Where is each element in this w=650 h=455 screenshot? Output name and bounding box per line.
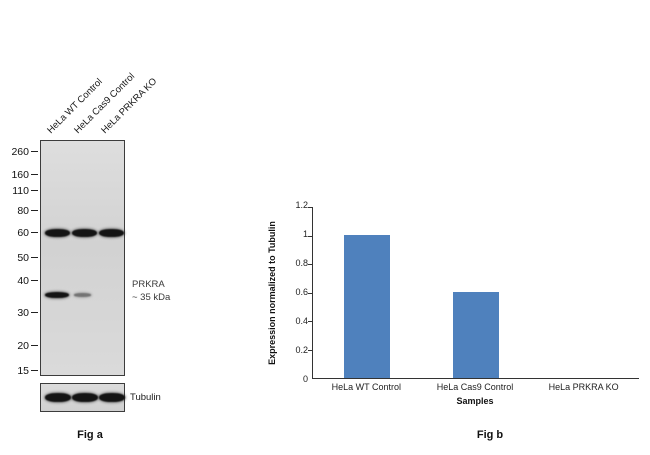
mw-tick-icon: [31, 209, 38, 212]
band-tubulin-lane2: [72, 393, 98, 402]
mw-tick-icon: [31, 173, 38, 176]
mw-tick-icon: [31, 189, 38, 192]
mw-marker-60: 60: [6, 226, 38, 239]
target-protein-label: PRKRA: [132, 279, 165, 290]
mw-value: 60: [17, 226, 29, 239]
mw-value: 110: [12, 184, 29, 197]
bar-hela-cas9-control: [453, 292, 499, 378]
y-tick-mark: [308, 321, 313, 322]
mw-value: 40: [17, 274, 29, 287]
bar-hela-wt-control: [344, 235, 390, 378]
mw-marker-50: 50: [6, 251, 38, 264]
band-prkra-lane1: [45, 292, 69, 298]
mw-marker-15: 15: [6, 364, 38, 377]
mw-tick-icon: [31, 279, 38, 282]
mw-marker-40: 40: [6, 274, 38, 287]
y-tick-label: 1.2: [295, 200, 308, 210]
y-tick-mark: [308, 236, 313, 237]
mw-value: 160: [11, 168, 29, 181]
y-axis-tick-labels: 1.2 1 0.8 0.6 0.4 0.2 0: [284, 201, 308, 384]
loading-control-label: Tubulin: [130, 392, 161, 403]
y-tick-label: 0.6: [295, 287, 308, 297]
y-tick-label: 0.8: [295, 258, 308, 268]
y-tick-mark: [308, 207, 313, 208]
mw-tick-icon: [31, 311, 38, 314]
blot-panel: [40, 140, 125, 376]
mw-marker-20: 20: [6, 339, 38, 352]
mw-value: 15: [17, 364, 29, 377]
mw-tick-icon: [31, 369, 38, 372]
mw-tick-icon: [31, 150, 38, 153]
y-tick-label: 0.2: [295, 345, 308, 355]
plot-area: [308, 207, 639, 379]
mw-marker-80: 80: [6, 204, 38, 217]
y-tick-mark: [308, 293, 313, 294]
y-tick-label: 1: [302, 229, 308, 239]
band-tubulin-lane1: [45, 393, 71, 402]
mw-value: 50: [17, 251, 29, 264]
y-tick-label: 0: [302, 374, 308, 384]
mw-value: 20: [17, 339, 29, 352]
band-60kda-lane3: [99, 229, 124, 237]
mw-value: 80: [17, 204, 29, 217]
mw-marker-260: 260: [6, 145, 38, 158]
y-tick-label: 0.4: [295, 316, 308, 326]
fig-a-caption: Fig a: [77, 429, 103, 441]
mw-marker-110: 110: [6, 184, 38, 197]
mw-tick-icon: [31, 231, 38, 234]
mw-value: 260: [11, 145, 29, 158]
y-tick-mark: [308, 264, 313, 265]
mw-marker-30: 30: [6, 306, 38, 319]
fig-b-caption: Fig b: [476, 429, 504, 441]
x-axis-category-labels: HeLa WT Control HeLa Cas9 Control HeLa P…: [312, 382, 638, 392]
mw-tick-icon: [31, 344, 38, 347]
x-category-label: HeLa WT Control: [331, 382, 402, 392]
loading-control-panel: [40, 383, 125, 412]
y-axis-title-column: Expression normalized to Tubulin: [264, 207, 280, 378]
band-tubulin-lane3: [99, 393, 125, 402]
x-axis-title: Samples: [456, 396, 494, 406]
mw-marker-160: 160: [6, 168, 38, 181]
y-tick-mark: [308, 350, 313, 351]
mw-value: 30: [17, 306, 29, 319]
y-axis-title: Expression normalized to Tubulin: [267, 220, 277, 365]
x-category-label: HeLa PRKRA KO: [548, 382, 619, 392]
target-size-label: ~ 35 kDa: [132, 292, 171, 303]
mw-tick-icon: [31, 256, 38, 259]
band-60kda-lane2: [72, 229, 97, 237]
band-prkra-lane2: [74, 293, 91, 297]
target-annotation: PRKRA ~ 35 kDa: [132, 278, 170, 304]
x-category-label: HeLa Cas9 Control: [436, 382, 514, 392]
band-60kda-lane1: [45, 229, 70, 237]
